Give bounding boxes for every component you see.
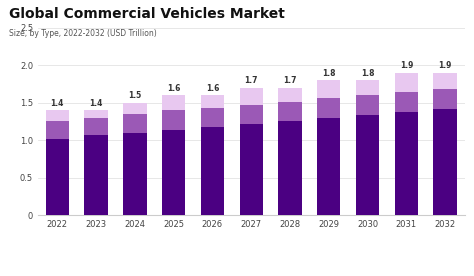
Text: 1.7: 1.7	[245, 76, 258, 85]
Text: Global Commercial Vehicles Market: Global Commercial Vehicles Market	[9, 7, 285, 21]
Bar	[434, 109, 457, 215]
Bar	[395, 73, 418, 92]
Bar	[278, 102, 301, 121]
Text: 1.4: 1.4	[51, 99, 64, 108]
Bar	[278, 88, 301, 102]
Bar	[201, 108, 224, 127]
Bar	[395, 112, 418, 215]
Bar	[46, 110, 69, 121]
Text: 1.5: 1.5	[128, 91, 142, 100]
Text: 1.6: 1.6	[206, 84, 219, 93]
Bar	[434, 73, 457, 89]
Bar	[46, 139, 69, 215]
Bar	[84, 135, 108, 215]
Bar	[356, 95, 379, 115]
Bar	[239, 88, 263, 105]
Text: Size, by Type, 2022-2032 (USD Trillion): Size, by Type, 2022-2032 (USD Trillion)	[9, 29, 157, 38]
Bar	[317, 118, 340, 215]
Bar	[395, 92, 418, 112]
Text: $1.9T: $1.9T	[313, 239, 370, 257]
Bar	[239, 105, 263, 124]
Bar	[201, 95, 224, 108]
Text: 1.8: 1.8	[361, 69, 374, 78]
Bar	[434, 89, 457, 109]
Bar	[123, 133, 146, 215]
Text: 1.9: 1.9	[438, 61, 452, 70]
Text: The Forecasted Market
Size for 2032 in USD:: The Forecasted Market Size for 2032 in U…	[190, 236, 277, 257]
Bar	[201, 127, 224, 215]
Text: 1.6: 1.6	[167, 84, 180, 93]
Bar	[46, 121, 69, 139]
Bar	[356, 115, 379, 215]
Text: 1.9: 1.9	[400, 61, 413, 70]
Bar	[84, 118, 108, 135]
Bar	[84, 110, 108, 118]
Text: 1.8: 1.8	[322, 69, 336, 78]
Text: 1.7: 1.7	[283, 76, 297, 85]
Bar	[239, 124, 263, 215]
Bar	[278, 121, 301, 215]
Bar	[162, 110, 185, 130]
Bar	[123, 103, 146, 114]
Bar	[356, 80, 379, 95]
Bar	[317, 80, 340, 98]
Bar	[123, 114, 146, 133]
Text: 3.4%: 3.4%	[118, 239, 168, 257]
Text: 1.4: 1.4	[90, 99, 103, 108]
Bar	[162, 130, 185, 215]
Text: market.us: market.us	[417, 243, 469, 253]
Bar	[317, 98, 340, 118]
Bar	[162, 95, 185, 110]
Text: The Market will Grow
At the CAGR of:: The Market will Grow At the CAGR of:	[9, 236, 90, 257]
